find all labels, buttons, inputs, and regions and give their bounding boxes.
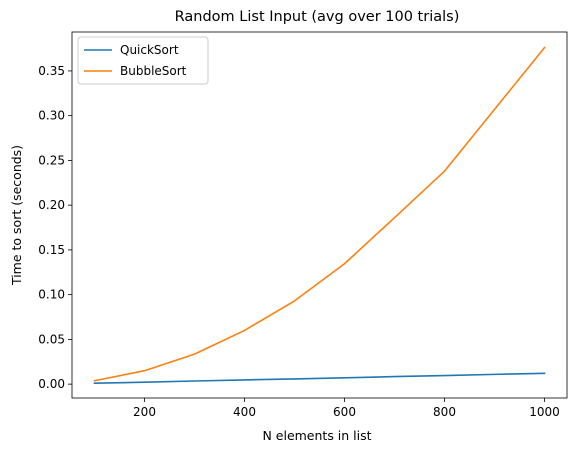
- y-tick-label: 0.25: [38, 153, 65, 167]
- legend-label-bubblesort: BubbleSort: [120, 64, 187, 78]
- x-tick-label: 400: [233, 405, 256, 419]
- y-axis-ticks: 0.00 0.05 0.10 0.15 0.20 0.25 0.30 0.35: [38, 64, 72, 391]
- y-tick-label: 0.10: [38, 288, 65, 302]
- chart-title: Random List Input (avg over 100 trials): [175, 9, 460, 25]
- x-axis-ticks: 200 400 600 800 1000: [133, 398, 560, 419]
- y-axis-label: Time to sort (seconds): [9, 145, 24, 286]
- y-tick-label: 0.15: [38, 243, 65, 257]
- x-tick-label: 600: [333, 405, 356, 419]
- y-tick-label: 0.00: [38, 377, 65, 391]
- x-tick-label: 800: [433, 405, 456, 419]
- x-tick-label: 200: [133, 405, 156, 419]
- series-line-bubblesort: [93, 46, 546, 382]
- legend: QuickSort BubbleSort: [77, 36, 209, 85]
- x-tick-label: 1000: [529, 405, 560, 419]
- legend-label-quicksort: QuickSort: [120, 43, 179, 57]
- y-tick-label: 0.30: [38, 109, 65, 123]
- plot-lines: [93, 46, 546, 385]
- y-tick-label: 0.20: [38, 198, 65, 212]
- legend-box: [77, 36, 209, 85]
- x-axis-label: N elements in list: [262, 428, 371, 443]
- y-tick-label: 0.35: [38, 64, 65, 78]
- plot-frame: [71, 31, 568, 399]
- series-line-quicksort: [93, 372, 546, 385]
- y-tick-label: 0.05: [38, 332, 65, 346]
